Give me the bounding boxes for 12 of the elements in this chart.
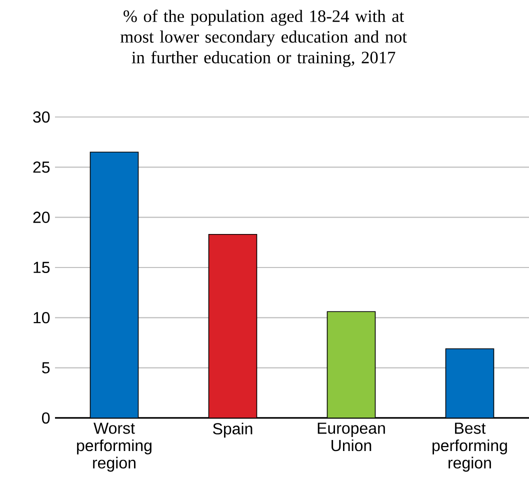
y-tick-label: 20	[33, 212, 50, 223]
x-tick-label: Spain	[213, 422, 252, 438]
y-tick-label: 30	[33, 111, 50, 123]
x-tick-label: Worst performing region	[77, 422, 152, 472]
y-tick-label: 5	[42, 362, 50, 374]
y-tick-label: 15	[34, 262, 50, 274]
y-tick-label: 0	[42, 412, 50, 424]
x-tick-label: Best performing region	[432, 422, 507, 472]
y-tick-label: 25	[33, 162, 50, 173]
chart-title: % of the population aged 18-24 with at most lower secondary education and not in further education or training, 2017	[120, 10, 407, 67]
x-tick-label: European Union	[318, 422, 385, 452]
y-tick-label: 10	[34, 312, 50, 324]
